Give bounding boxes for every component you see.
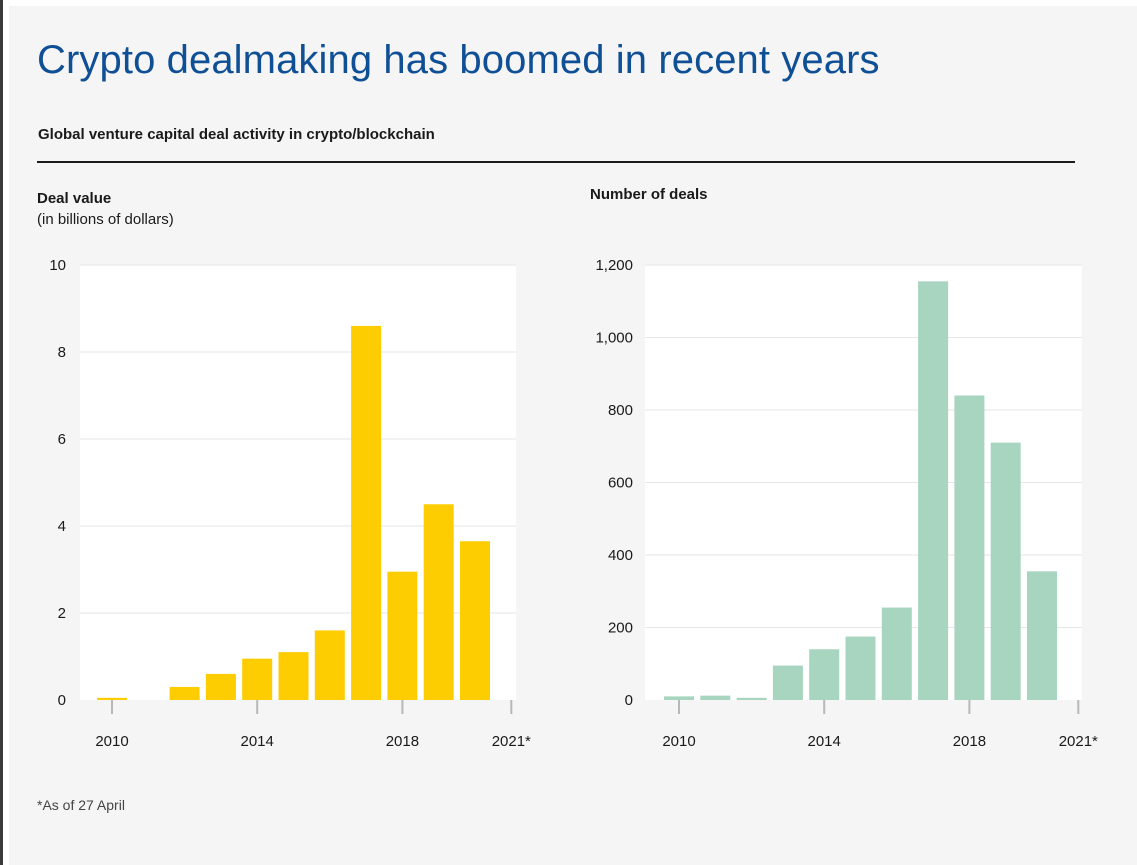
deal-count-bar [954, 395, 985, 700]
deal-count-bar [918, 281, 949, 700]
deal-value-bar [351, 325, 382, 700]
deal-value-bar [97, 697, 127, 700]
deal-count-bar [845, 636, 876, 700]
deal-value-y-tick-label: 4 [58, 518, 66, 535]
deal-count-x-tick-label: 2018 [953, 733, 986, 750]
deal-value-x-tick-label: 2018 [386, 733, 419, 750]
deal-value-bar [387, 571, 418, 700]
deal-value-x-tick-label: 2010 [95, 733, 128, 750]
deal-value-x-tick-label: 2014 [241, 733, 274, 750]
deal-count-bar [809, 649, 840, 700]
deal-value-bar [278, 652, 309, 700]
deal-count-heading: Number of deals [590, 186, 708, 203]
deal-count-x-tick-label: 2010 [662, 733, 695, 750]
deal-count-bar [772, 665, 803, 700]
deal-value-bar [423, 504, 454, 700]
deal-value-heading: Deal value [37, 190, 112, 207]
deal-value-units: (in billions of dollars) [37, 211, 174, 228]
deal-value-y-tick-label: 8 [58, 344, 66, 361]
deal-value-y-tick-label: 10 [49, 257, 66, 274]
deal-count-bar [736, 697, 767, 700]
deal-count-bar [990, 442, 1021, 700]
deal-count-y-tick-label: 600 [608, 475, 633, 492]
deal-count-y-tick-label: 1,200 [595, 257, 633, 274]
deal-count-x-tick-label: 2021* [1059, 733, 1098, 750]
deal-count-y-tick-label: 1,000 [595, 330, 633, 347]
deal-count-y-tick-label: 800 [608, 402, 633, 419]
page-left-border [0, 0, 3, 865]
deal-value-bar [460, 541, 490, 700]
deal-count-x-tick-label: 2014 [808, 733, 841, 750]
deal-value-bar [242, 658, 273, 700]
deal-count-y-tick-label: 0 [625, 692, 633, 709]
deal-count-bar [664, 696, 694, 700]
header-rule [37, 161, 1075, 163]
deal-count-bar [881, 607, 912, 700]
footnote: *As of 27 April [37, 797, 125, 813]
deal-count-bar [700, 695, 731, 700]
deal-value-bar [205, 673, 236, 700]
deal-value-x-tick-label: 2021* [492, 733, 531, 750]
deal-value-y-tick-label: 6 [58, 431, 66, 448]
chart-title: Crypto dealmaking has boomed in recent y… [37, 38, 880, 82]
deal-count-bar [1027, 571, 1057, 700]
deal-count-y-tick-label: 200 [608, 620, 633, 637]
deal-value-y-tick-label: 2 [58, 605, 66, 622]
deal-value-bar [314, 630, 345, 700]
deal-value-y-tick-label: 0 [58, 692, 66, 709]
deal-count-y-tick-label: 400 [608, 547, 633, 564]
chart-subtitle: Global venture capital deal activity in … [38, 126, 435, 143]
deal-value-bar [169, 686, 200, 700]
